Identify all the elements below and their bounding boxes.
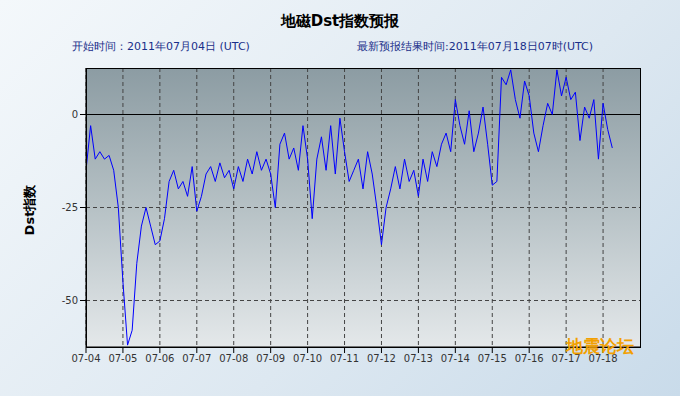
svg-text:07-13: 07-13 <box>404 353 433 364</box>
svg-text:07-11: 07-11 <box>330 353 359 364</box>
svg-text:07-07: 07-07 <box>182 353 211 364</box>
svg-text:07-09: 07-09 <box>256 353 285 364</box>
html-text:开始时间：2011年07月04日 (UTC): 开始时间：2011年07月04日 (UTC) <box>72 40 250 53</box>
svg-text:-50: -50 <box>62 295 78 306</box>
svg-text:07-08: 07-08 <box>219 353 248 364</box>
html-text:最新预报结果时间:2011年07月18日07时(UTC): 最新预报结果时间:2011年07月18日07时(UTC) <box>357 40 594 53</box>
svg-text:07-06: 07-06 <box>145 353 174 364</box>
svg-text:07-12: 07-12 <box>367 353 396 364</box>
svg-text:07-14: 07-14 <box>441 353 470 364</box>
svg-text:07-18: 07-18 <box>588 353 618 365</box>
svg-text:07-15: 07-15 <box>478 353 507 364</box>
svg-text:0: 0 <box>72 109 78 120</box>
svg-text:07-10: 07-10 <box>293 353 322 364</box>
html-text:地磁Dst指数预报: 地磁Dst指数预报 <box>280 12 400 30</box>
html-text:Dst指数: Dst指数 <box>22 184 37 236</box>
svg-text:07-17: 07-17 <box>551 353 581 365</box>
svg-text:07-05: 07-05 <box>108 353 137 364</box>
svg-text:07-16: 07-16 <box>515 353 544 364</box>
svg-text:-25: -25 <box>62 202 78 213</box>
html-text:地震论坛: 地震论坛 <box>566 336 634 356</box>
svg-text:07-04: 07-04 <box>71 353 100 364</box>
